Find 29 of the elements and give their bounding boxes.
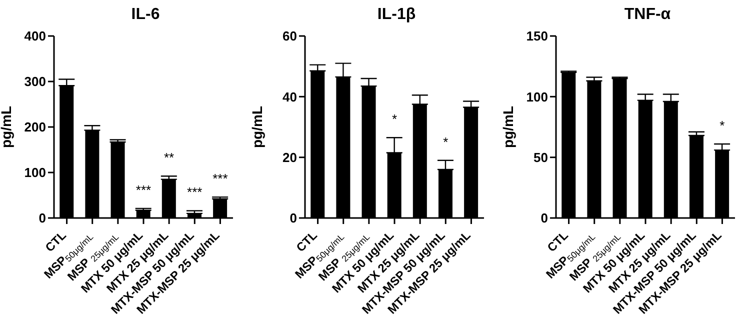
y-tick-label: 60 bbox=[282, 28, 297, 44]
x-tick-label: CTL bbox=[42, 228, 69, 255]
annotation: *** bbox=[136, 182, 152, 198]
chart-title: TNF-α bbox=[623, 5, 672, 25]
chart-title: IL-1β bbox=[376, 5, 417, 25]
annotation: *** bbox=[212, 171, 228, 186]
annotation: *** bbox=[187, 184, 202, 200]
y-tick-label: 200 bbox=[24, 120, 46, 135]
annotation: * bbox=[443, 134, 448, 150]
y-tick-label: 40 bbox=[282, 89, 297, 104]
y-tick-label: 100 bbox=[24, 165, 46, 180]
y-axis-title: pg/mL bbox=[500, 106, 516, 148]
y-tick-label: 20 bbox=[282, 150, 297, 165]
chart-title: IL-6 bbox=[130, 5, 161, 25]
y-tick-label: 100 bbox=[526, 89, 548, 104]
annotation: * bbox=[720, 118, 725, 133]
y-tick-label: 400 bbox=[24, 28, 46, 44]
y-tick-label: 0 bbox=[540, 210, 548, 226]
y-tick-label: 150 bbox=[526, 28, 548, 44]
y-tick-label: 0 bbox=[38, 210, 46, 226]
x-tick-label: CTL bbox=[294, 228, 320, 255]
y-tick-label: 0 bbox=[290, 210, 297, 226]
annotation: ** bbox=[164, 150, 174, 166]
annotation: * bbox=[392, 112, 398, 127]
y-tick-label: 50 bbox=[534, 150, 548, 165]
y-axis-title: pg/mL bbox=[248, 106, 265, 148]
y-tick-label: 300 bbox=[24, 74, 46, 90]
y-axis-title: pg/mL bbox=[0, 106, 14, 148]
x-tick-label: CTL bbox=[544, 228, 571, 255]
